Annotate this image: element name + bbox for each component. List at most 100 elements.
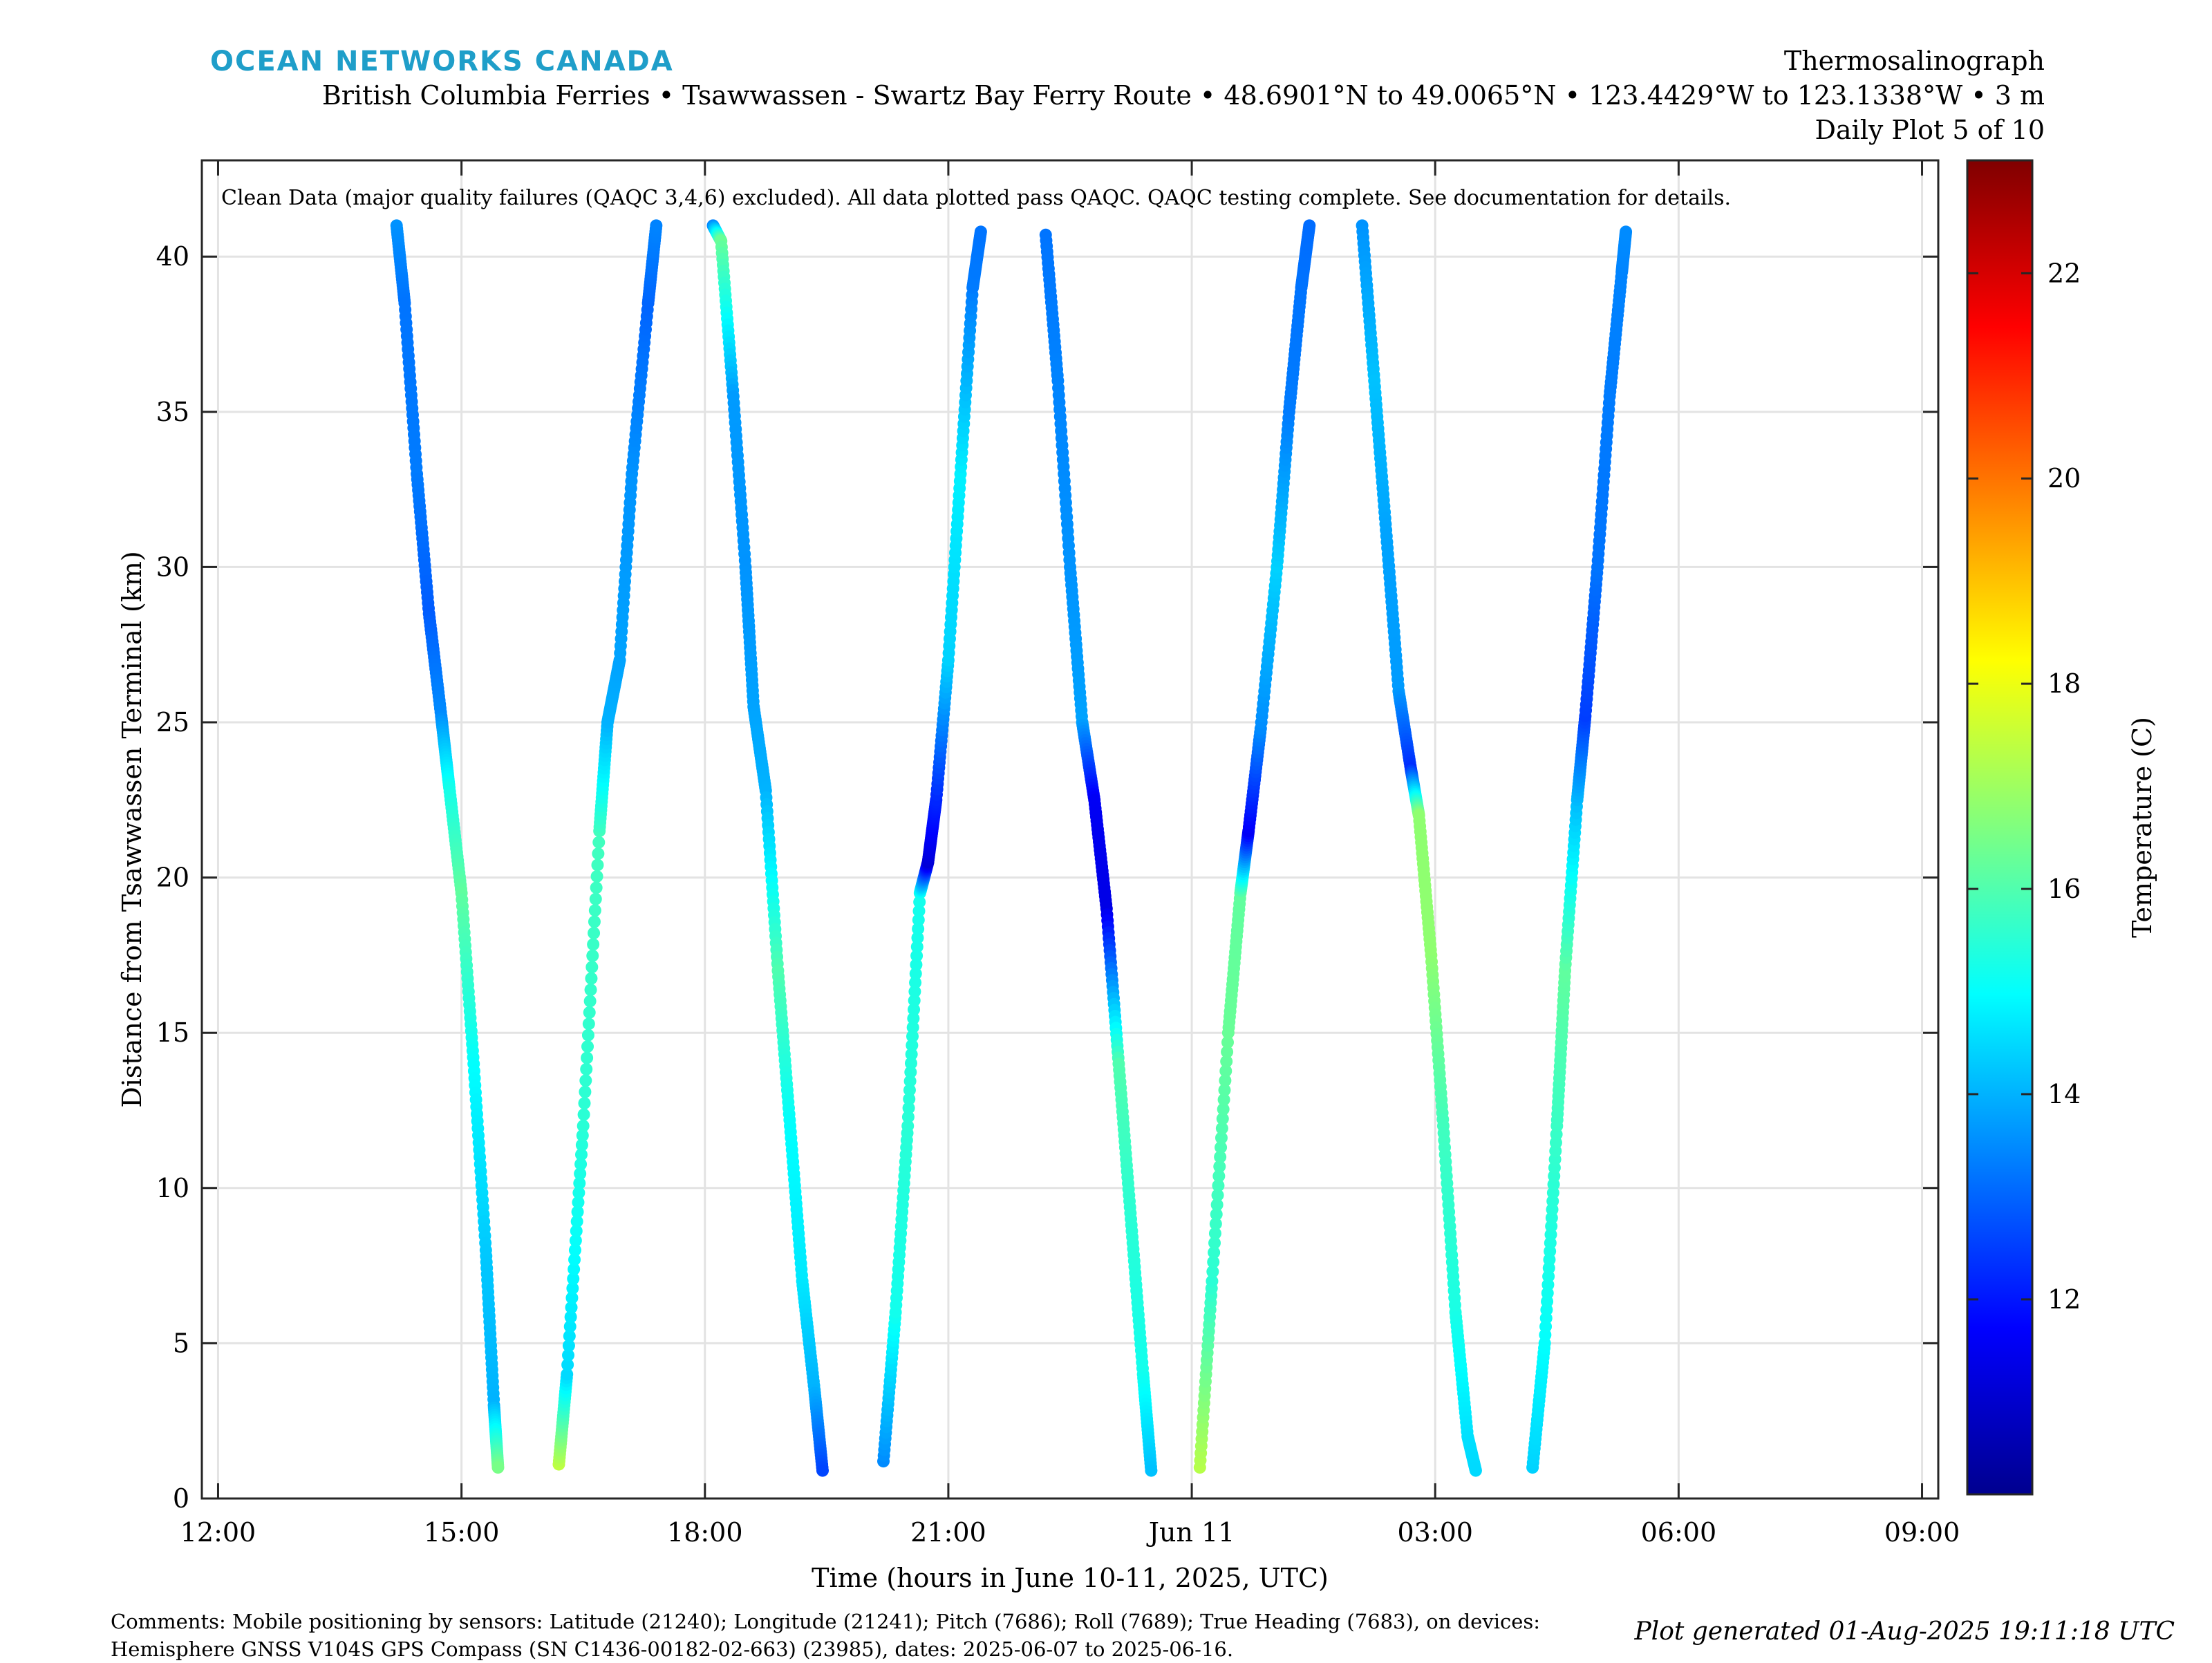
colorbar-tick-label: 14 <box>2047 1079 2081 1109</box>
comments-line-1: Comments: Mobile positioning by sensors:… <box>111 1610 1541 1633</box>
data-point <box>909 976 922 989</box>
data-point <box>1620 225 1633 238</box>
colorbar-tick-label: 12 <box>2047 1284 2081 1315</box>
data-point <box>901 1119 915 1132</box>
ferry-trip-series <box>552 219 663 1471</box>
data-point <box>816 1464 829 1477</box>
data-point <box>576 1129 589 1142</box>
data-point <box>1212 1169 1226 1183</box>
y-tick-label: 30 <box>156 552 189 582</box>
data-point <box>572 1186 585 1199</box>
data-point <box>578 1097 591 1110</box>
data-point <box>1208 1227 1221 1240</box>
data-point <box>579 1074 592 1087</box>
data-point <box>588 926 601 939</box>
grid <box>202 160 1938 1500</box>
data-point <box>562 1349 575 1362</box>
ferry-trip-series <box>877 225 987 1468</box>
data-point <box>591 858 604 872</box>
colorbar-tick-label: 16 <box>2047 874 2081 904</box>
data-point <box>1221 1045 1234 1058</box>
data-point <box>1215 1131 1228 1145</box>
plot-frame <box>200 159 1940 1500</box>
data-points <box>390 219 1633 1477</box>
y-tick-label: 40 <box>156 241 189 272</box>
ferry-trip-series <box>390 219 505 1474</box>
colorbar-label: Temperature (C) <box>2127 717 2157 938</box>
y-tick-label: 20 <box>156 863 189 893</box>
data-point <box>908 985 921 998</box>
x-tick-label: 09:00 <box>1884 1517 1960 1548</box>
data-point <box>905 1048 918 1061</box>
data-point <box>1209 1217 1222 1230</box>
data-point <box>1221 1036 1234 1049</box>
y-tick-label: 0 <box>173 1483 189 1514</box>
x-tick-label: 03:00 <box>1397 1517 1473 1548</box>
data-point <box>561 1358 574 1371</box>
data-point <box>563 1320 577 1333</box>
data-point <box>909 967 922 980</box>
data-point <box>1215 1122 1228 1135</box>
data-point <box>906 1030 919 1043</box>
y-tick-label: 25 <box>156 707 189 737</box>
data-point <box>904 1057 917 1070</box>
data-point <box>1206 1275 1219 1288</box>
comments-line-2: Hemisphere GNSS V104S GPS Compass (SN C1… <box>111 1637 1234 1661</box>
data-point <box>564 1310 577 1324</box>
data-point <box>568 1263 581 1276</box>
data-point <box>581 1051 594 1064</box>
data-point <box>574 1158 588 1171</box>
x-tick-label: Jun 11 <box>1146 1517 1235 1548</box>
y-tick-label: 15 <box>156 1017 189 1048</box>
data-point <box>562 1339 575 1352</box>
data-point <box>904 1066 917 1079</box>
x-axis-label: Time (hours in June 10-11, 2025, UTC) <box>812 1563 1329 1593</box>
data-point <box>586 949 599 962</box>
data-point <box>1214 1150 1227 1163</box>
plot-index: Daily Plot 5 of 10 <box>1815 115 2045 145</box>
data-point <box>913 896 926 909</box>
data-point <box>575 1138 588 1152</box>
data-point <box>577 1108 590 1121</box>
data-point <box>573 1176 586 1190</box>
x-tick-label: 18:00 <box>667 1517 743 1548</box>
data-point <box>491 1461 505 1474</box>
data-point <box>585 972 598 985</box>
data-point <box>1211 1189 1224 1202</box>
data-point <box>1218 1084 1231 1097</box>
data-point <box>1145 1464 1158 1477</box>
data-point <box>912 922 925 935</box>
data-point <box>906 1039 919 1052</box>
y-tick-label: 5 <box>173 1328 189 1358</box>
data-point <box>563 1330 576 1343</box>
data-point <box>902 1102 915 1115</box>
data-point <box>585 961 599 974</box>
data-point <box>908 994 921 1007</box>
data-point <box>903 1075 917 1088</box>
data-point <box>1215 1141 1228 1154</box>
data-point <box>1303 219 1316 232</box>
data-point <box>1212 1179 1225 1192</box>
data-point <box>906 1021 919 1034</box>
data-point <box>580 1062 593 1075</box>
plot-subtitle: British Columbia Ferries • Tsawwassen - … <box>321 80 2045 111</box>
x-tick-label: 15:00 <box>424 1517 500 1548</box>
data-point <box>584 984 597 997</box>
y-tick-label: 35 <box>156 397 189 427</box>
data-point <box>1469 1464 1482 1477</box>
data-point <box>1216 1112 1229 1125</box>
data-point <box>589 892 602 905</box>
data-point <box>907 1012 920 1025</box>
data-point <box>1207 1255 1220 1268</box>
data-point <box>570 1225 583 1238</box>
data-point <box>974 225 987 238</box>
data-point <box>574 1167 587 1181</box>
data-point <box>587 938 600 951</box>
data-point <box>1217 1102 1230 1116</box>
plot-title: Thermosalinograph <box>1783 46 2045 76</box>
data-point <box>910 958 923 971</box>
data-point <box>650 219 663 232</box>
colorbar <box>1966 159 2034 1496</box>
x-tick-label: 06:00 <box>1641 1517 1717 1548</box>
